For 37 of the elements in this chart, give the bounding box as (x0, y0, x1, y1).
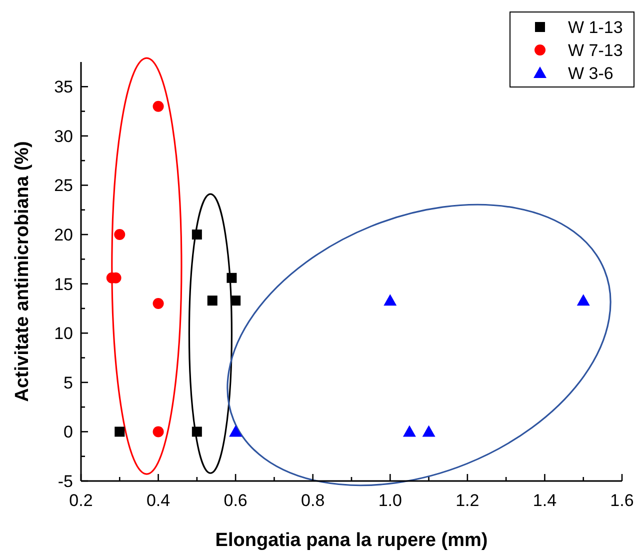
point (114, 426, 125, 437)
y-tick-label: 0 (64, 422, 73, 442)
y-tick-label: 15 (54, 274, 73, 294)
point (402, 425, 416, 437)
point (152, 426, 164, 438)
legend-label: W 3-6 (568, 64, 614, 83)
x-tick-label: 1.4 (532, 491, 557, 510)
y-axis-title: Activitate antimicrobiana (%) (12, 141, 33, 402)
x-axis-title: Elongatia pana la rupere (mm) (215, 530, 488, 551)
point (226, 272, 237, 283)
x-tick-label: 0.2 (69, 491, 93, 510)
x-tick-label: 1.0 (378, 491, 402, 510)
x-tick-label: 0.6 (224, 491, 248, 510)
x-tick-label: 1.6 (610, 491, 634, 510)
point (152, 298, 164, 310)
point (192, 230, 202, 240)
point (422, 425, 436, 437)
point (152, 100, 164, 112)
x-tick-label: 0.4 (146, 491, 170, 510)
y-tick-label: 35 (54, 78, 73, 97)
y-tick-label: 20 (54, 226, 73, 245)
point (114, 229, 126, 240)
y-tick-label: 5 (64, 373, 73, 392)
point (230, 296, 241, 306)
y-tick-label: 30 (54, 126, 73, 146)
x-tick-label: 1.2 (456, 491, 480, 510)
y-tick-label: 10 (54, 324, 73, 344)
y-tick-label: 25 (54, 176, 73, 196)
point (229, 425, 242, 437)
legend-label: W 7-13 (568, 41, 623, 60)
point (192, 426, 202, 437)
legend-label: W 1-13 (568, 18, 623, 37)
point (576, 294, 590, 306)
point (207, 296, 218, 306)
point (384, 294, 397, 306)
y-tick-label: -5 (58, 472, 73, 491)
x-tick-label: 0.8 (301, 491, 325, 510)
